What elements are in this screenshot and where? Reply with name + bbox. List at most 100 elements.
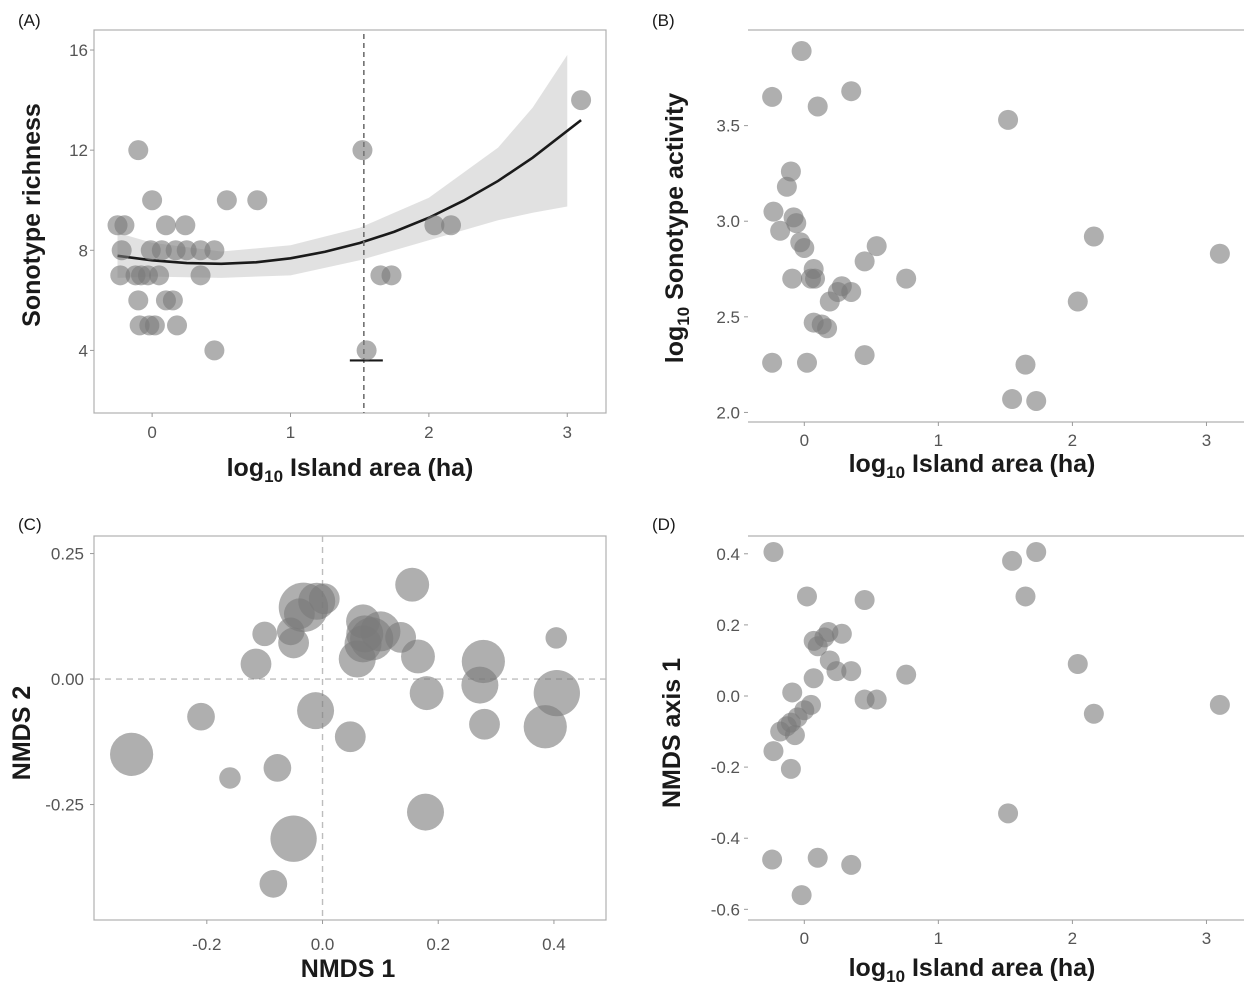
panel-a-plot-area: [93, 29, 607, 414]
data-point: [111, 240, 132, 261]
panel-d-yticks: -0.6 -0.4 -0.2 0.0 0.2 0.4: [711, 545, 748, 919]
data-point: [571, 90, 592, 111]
panel-d-ytick-label: -0.4: [711, 829, 740, 848]
data-bubble: [308, 583, 340, 615]
panel-b-ytick-label: 3.5: [716, 117, 740, 136]
data-point: [162, 290, 183, 311]
data-point: [204, 240, 225, 261]
data-point: [381, 265, 402, 286]
panel-d-x-title-log: log: [849, 954, 887, 982]
data-bubble: [545, 627, 567, 649]
data-point: [854, 251, 875, 272]
panel-d-ytick-label: -0.6: [711, 900, 740, 919]
data-bubble: [252, 621, 277, 647]
data-point: [854, 345, 875, 366]
data-point: [1002, 389, 1023, 410]
panel-d-x-title-rest: Island area (ha): [905, 954, 1095, 982]
data-point: [763, 201, 784, 222]
data-point: [782, 682, 803, 703]
data-point: [247, 190, 268, 211]
data-point: [780, 161, 801, 182]
data-point: [998, 803, 1019, 824]
panel-c-ref-layer: [94, 536, 606, 920]
data-point: [866, 236, 887, 257]
data-point: [356, 340, 377, 361]
data-point: [1067, 654, 1088, 674]
data-point: [128, 290, 149, 311]
data-point: [762, 849, 783, 870]
data-point: [831, 623, 852, 644]
panel-b-x-axis-title: log10 Island area (ha): [849, 450, 1096, 482]
data-bubble: [297, 692, 335, 730]
data-point: [175, 215, 196, 236]
panel-a-xtick-label: 3: [563, 423, 572, 442]
data-bubble: [533, 669, 580, 717]
panel-a-x-title-sub: 10: [264, 467, 283, 486]
panel-b-yticks: 2.0 2.5 3.0 3.5: [716, 117, 748, 422]
panel-a-xtick-label: 0: [147, 423, 156, 442]
data-point: [1083, 226, 1104, 247]
data-point: [794, 237, 815, 258]
data-point: [204, 340, 225, 361]
data-bubble: [219, 767, 241, 789]
panel-a-y-axis-title: Sonotype richness: [18, 103, 46, 327]
panel-d-xtick-label: 3: [1202, 929, 1211, 948]
panel-c-xticks: -0.2 0.0 0.2 0.4: [192, 920, 566, 954]
panel-d-ytick-label: 0.2: [716, 616, 740, 635]
panel-a-yticks: 4 8 12 16: [69, 41, 94, 360]
panel-a-xtick-label: 1: [286, 423, 295, 442]
data-point: [1067, 291, 1088, 312]
data-point: [424, 215, 445, 236]
data-point: [1209, 694, 1230, 715]
data-point: [144, 315, 165, 336]
data-bubble: [346, 604, 380, 639]
data-point: [1209, 243, 1230, 264]
panel-b-x-title-log: log: [849, 450, 887, 478]
panel-d-xtick-label: 2: [1068, 929, 1077, 948]
data-point: [176, 240, 197, 261]
data-bubble: [263, 754, 292, 782]
panel-a-x-title-rest: Island area (ha): [283, 454, 473, 482]
panel-a-ytick-label: 8: [79, 241, 88, 260]
data-point: [807, 96, 828, 117]
panel-d-ytick-label: 0.4: [716, 545, 740, 564]
panel-a-ytick-label: 12: [69, 141, 88, 160]
panel-d-x-axis-title: log10 Island area (ha): [849, 954, 1096, 984]
panel-b-ytick-label: 2.0: [716, 403, 740, 422]
panel-c-ytick-label: 0.00: [51, 670, 84, 689]
data-bubble: [334, 721, 366, 753]
data-point: [782, 268, 803, 289]
data-bubble: [187, 702, 215, 731]
data-point: [441, 215, 462, 236]
panel-b-ytick-label: 2.5: [716, 308, 740, 327]
panel-d-x-title-sub: 10: [886, 967, 905, 984]
panel-a-fit-layer: [117, 119, 582, 266]
panel-b-xtick-label: 2: [1068, 431, 1077, 450]
data-point: [167, 315, 188, 336]
panel-c-plot-area: [93, 535, 607, 921]
data-bubble: [523, 705, 567, 749]
panel-b-xtick-label: 1: [934, 431, 943, 450]
data-point: [763, 542, 784, 562]
data-bubble: [461, 666, 499, 704]
data-point: [190, 265, 211, 286]
data-point: [1026, 542, 1047, 562]
panel-b-y-title-log: log: [661, 326, 689, 364]
data-point: [819, 291, 840, 312]
fitted-curve: [117, 119, 582, 266]
panel-c-ytick-label: 0.25: [51, 545, 84, 564]
panel-c-points-layer: [110, 567, 580, 898]
panel-b-points-layer: [762, 41, 1230, 411]
data-bubble: [270, 815, 317, 862]
data-point: [1083, 703, 1104, 724]
panel-a-ytick-label: 16: [69, 41, 88, 60]
data-point: [155, 215, 176, 236]
data-point: [1015, 586, 1036, 607]
panel-b-xtick-label: 0: [800, 431, 809, 450]
data-point: [841, 854, 862, 875]
data-point: [1026, 390, 1047, 411]
data-bubble: [406, 793, 444, 831]
data-point: [841, 661, 862, 682]
data-point: [780, 758, 801, 779]
